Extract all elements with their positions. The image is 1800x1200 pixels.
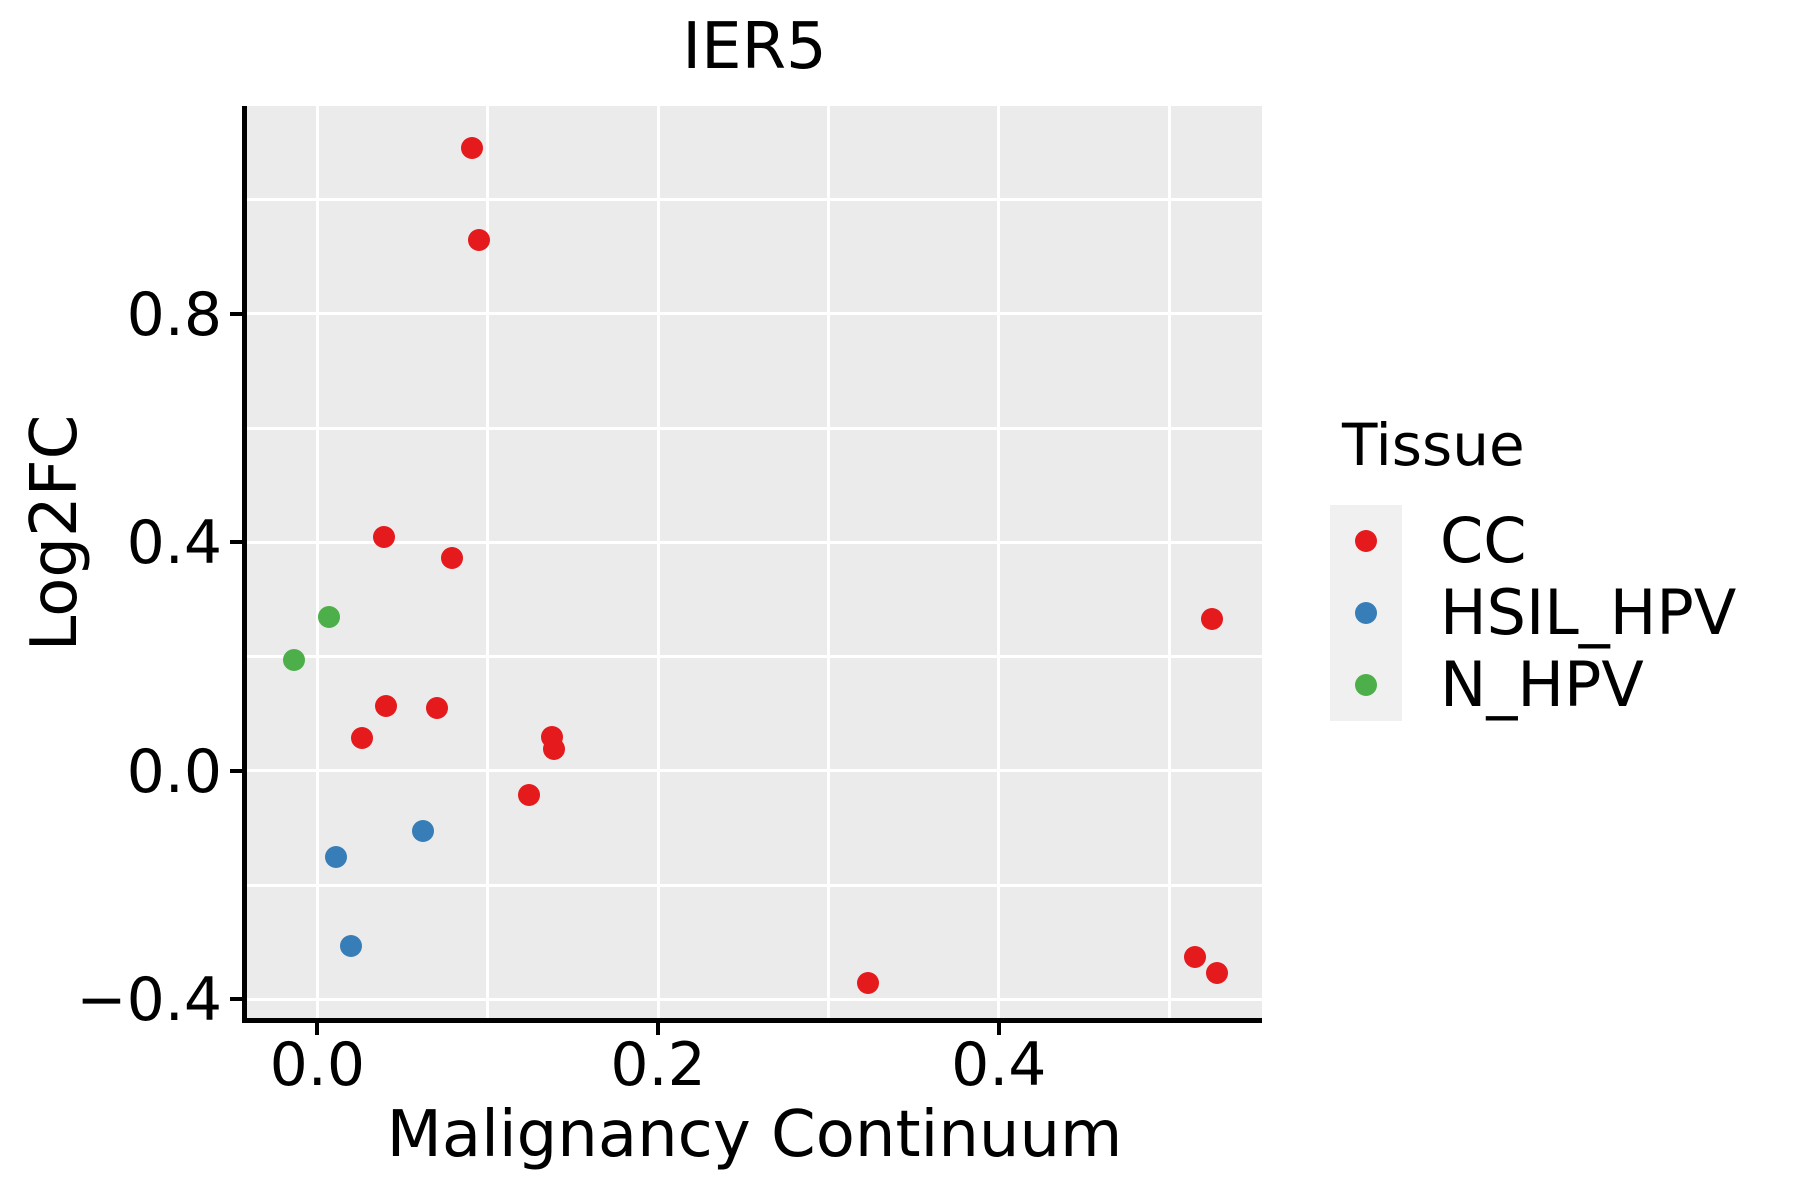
y-tick-label: −0.4 [76, 965, 222, 1036]
chart-title: IER5 [682, 10, 827, 84]
data-point-CC [372, 525, 395, 548]
legend-key [1330, 505, 1402, 577]
data-point-CC [543, 737, 566, 760]
y-tick-mark [230, 311, 242, 316]
legend-title: Tissue [1342, 411, 1525, 479]
legend-key [1330, 577, 1402, 649]
gridline-horizontal [247, 997, 1262, 1001]
data-point-N_HPV [282, 649, 305, 672]
data-point-CC [1183, 946, 1206, 969]
legend-item-label: CC [1440, 504, 1527, 577]
plot-panel [247, 106, 1262, 1020]
legend-swatch-icon [1355, 530, 1377, 552]
data-point-CC [1200, 607, 1223, 630]
y-tick-label: 0.0 [126, 736, 222, 807]
y-tick-mark [230, 997, 242, 1002]
legend-item-CC: CC [1330, 505, 1736, 577]
data-point-N_HPV [318, 605, 341, 628]
x-tick-label: 0.4 [951, 1030, 1047, 1100]
y-tick-mark [230, 768, 242, 773]
gridline-horizontal [247, 198, 1262, 202]
x-tick-label: 0.0 [269, 1030, 366, 1100]
y-tick-label: 0.8 [126, 279, 222, 350]
x-axis-label: Malignancy Continuum [386, 1098, 1123, 1172]
y-tick-label: 0.4 [126, 508, 222, 579]
gridline-vertical [826, 106, 830, 1020]
legend-item-label: HSIL_HPV [1440, 576, 1737, 649]
data-point-HSIL_HPV [411, 819, 434, 842]
legend-items: CC HSIL_HPV N_HPV [1330, 505, 1736, 721]
gridline-vertical [1167, 106, 1171, 1020]
gridline-horizontal [247, 540, 1262, 544]
data-point-CC [1205, 962, 1228, 985]
gridline-vertical [315, 106, 319, 1020]
y-axis-label: Log2FC [18, 414, 92, 652]
legend-key [1330, 649, 1402, 721]
gridline-vertical [997, 106, 1001, 1020]
data-point-CC [350, 726, 373, 749]
data-point-CC [517, 783, 540, 806]
x-axis-line [242, 1018, 1262, 1023]
data-point-CC [461, 137, 484, 160]
data-point-CC [468, 228, 491, 251]
data-point-HSIL_HPV [340, 934, 363, 957]
data-point-CC [856, 971, 879, 994]
y-tick-mark [230, 540, 242, 545]
gridline-vertical [486, 106, 490, 1020]
x-tick-mark [315, 1023, 320, 1035]
legend-item-label: N_HPV [1440, 648, 1644, 721]
x-tick-label: 0.2 [610, 1030, 706, 1100]
gridline-horizontal [247, 655, 1262, 659]
legend-swatch-icon [1355, 674, 1377, 696]
legend-item-N_HPV: N_HPV [1330, 649, 1736, 721]
data-point-CC [425, 697, 448, 720]
data-point-CC [374, 694, 397, 717]
legend-swatch-icon [1355, 602, 1377, 624]
gridline-horizontal [247, 426, 1262, 430]
gridline-vertical [656, 106, 660, 1020]
gridline-horizontal [247, 769, 1262, 773]
gridline-horizontal [247, 883, 1262, 887]
data-point-HSIL_HPV [325, 846, 348, 869]
x-tick-mark [656, 1023, 661, 1035]
y-axis-line [242, 106, 247, 1023]
gridline-horizontal [247, 312, 1262, 316]
x-tick-mark [996, 1023, 1001, 1035]
legend-item-HSIL_HPV: HSIL_HPV [1330, 577, 1736, 649]
data-point-CC [440, 546, 463, 569]
